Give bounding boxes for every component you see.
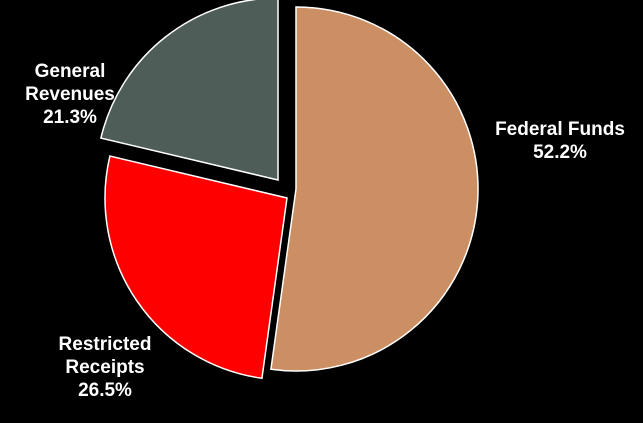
federal-funds-label-name: Federal Funds xyxy=(480,118,640,141)
restricted-receipts-label-line-2: Receipts xyxy=(40,356,170,379)
general-revenues-label-line-1: General xyxy=(10,60,130,83)
restricted-receipts-label: Restricted Receipts 26.5% xyxy=(40,333,170,402)
restricted-receipts-label-line-1: Restricted xyxy=(40,333,170,356)
federal-funds-label: Federal Funds 52.2% xyxy=(480,118,640,164)
pie-slice-federal-funds xyxy=(271,7,478,371)
federal-funds-label-percent: 52.2% xyxy=(480,141,640,164)
restricted-receipts-label-percent: 26.5% xyxy=(40,379,170,402)
general-revenues-label-percent: 21.3% xyxy=(10,106,130,129)
general-revenues-label: General Revenues 21.3% xyxy=(10,60,130,129)
general-revenues-label-line-2: Revenues xyxy=(10,83,130,106)
